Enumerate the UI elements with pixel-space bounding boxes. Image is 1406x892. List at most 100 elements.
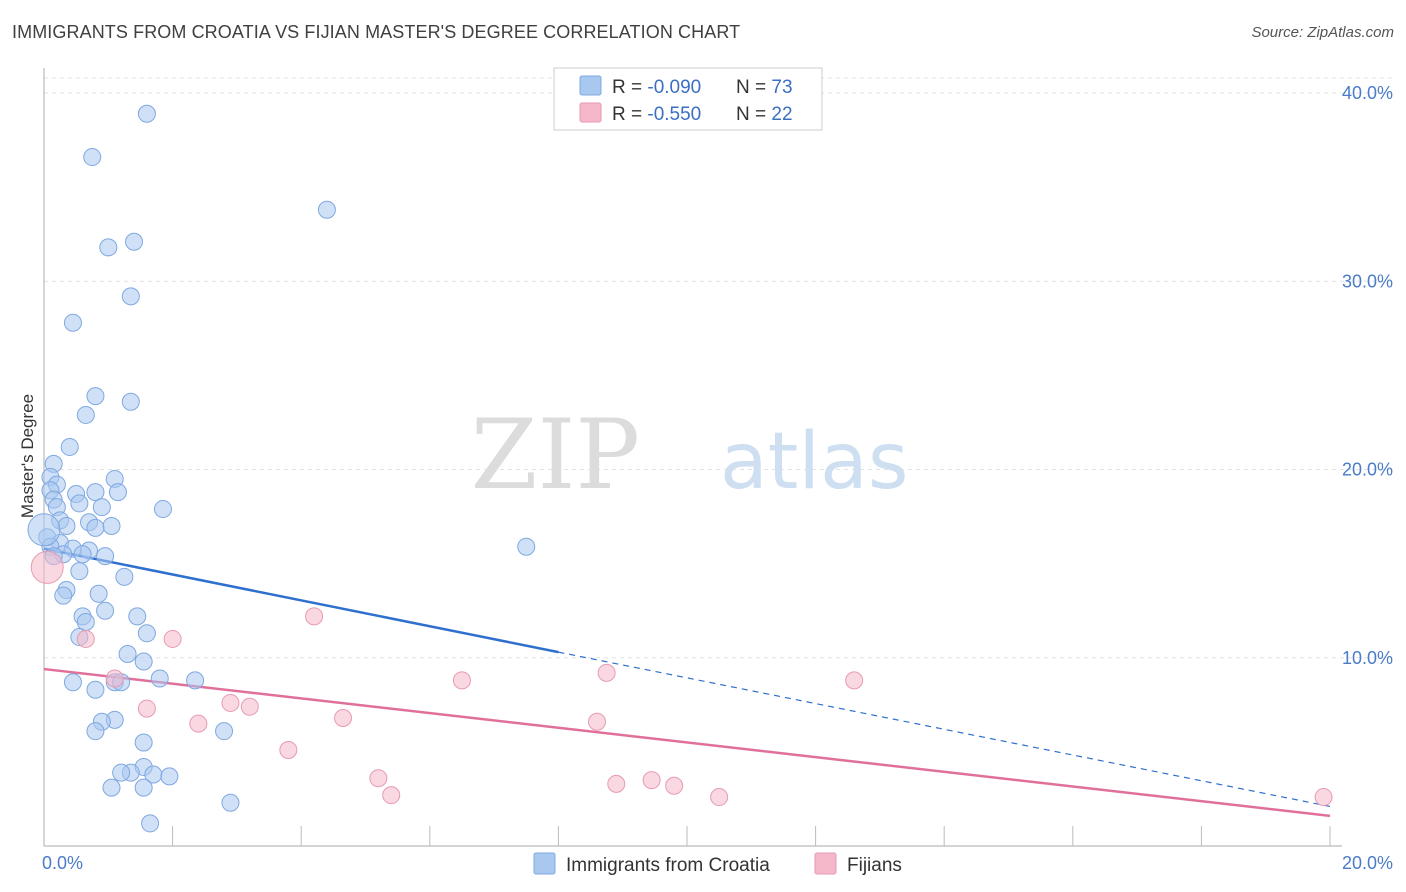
- legend-n-croatia: N = 73: [736, 77, 793, 98]
- croatia-point: [70, 494, 89, 513]
- croatia-point: [102, 517, 121, 535]
- croatia-point: [137, 104, 156, 123]
- bottom-legend-swatch-croatia: [533, 852, 556, 875]
- croatia-point: [86, 680, 105, 699]
- legend-swatch-croatia: [579, 75, 602, 96]
- y-axis-label: Master's Degree: [18, 394, 37, 518]
- croatia-point: [317, 200, 336, 219]
- croatia-point: [160, 767, 179, 786]
- fijian-point: [137, 699, 156, 718]
- y-tick-label: 30.0%: [1342, 271, 1393, 291]
- bottom-legend-label-fijians: Fijians: [847, 855, 902, 876]
- croatia-point: [63, 313, 82, 332]
- croatia-point: [112, 763, 131, 782]
- croatia-point: [57, 517, 76, 535]
- fijian-point: [240, 697, 259, 716]
- fijian-point: [845, 671, 864, 690]
- croatia-point: [121, 392, 140, 411]
- croatia-point: [96, 547, 115, 566]
- trend-lines: [43, 547, 1331, 818]
- legend-r-value-fijians: -0.550: [647, 104, 701, 125]
- fijian-point: [333, 709, 352, 727]
- croatia-point: [221, 793, 240, 812]
- croatia-point: [102, 778, 121, 797]
- bottom-legend: Immigrants from Croatia Fijians: [533, 852, 902, 876]
- legend-r-label-croatia: R =: [612, 77, 647, 98]
- fijian-point: [642, 771, 661, 790]
- croatia-point: [186, 671, 205, 690]
- fijian-point: [665, 776, 684, 795]
- fijian-point: [587, 712, 606, 731]
- x-tick-label: 0.0%: [42, 853, 83, 873]
- croatia-point: [137, 624, 156, 643]
- fijian-trend-line: [43, 667, 1331, 818]
- scatter-points: [27, 104, 1333, 833]
- croatia-point: [108, 483, 127, 502]
- legend-n-value-croatia: 73: [771, 77, 792, 98]
- fijian-point: [189, 714, 208, 733]
- croatia-point: [125, 232, 144, 251]
- fijian-point: [305, 607, 324, 626]
- fijian-point: [30, 550, 64, 584]
- bottom-legend-label-croatia: Immigrants from Croatia: [566, 855, 770, 876]
- croatia-point: [86, 518, 105, 537]
- fijian-point: [279, 741, 298, 759]
- fijian-point: [607, 774, 626, 793]
- croatia-point: [96, 601, 115, 620]
- fijian-point: [105, 669, 124, 688]
- x-tick-label: 20.0%: [1342, 853, 1393, 873]
- croatia-point: [54, 586, 73, 605]
- croatia-point: [134, 733, 153, 752]
- fijian-point: [382, 786, 401, 805]
- croatia-point: [86, 483, 105, 502]
- legend-n-label-fijians: N =: [736, 104, 771, 125]
- watermark-atlas: atlas: [720, 417, 909, 507]
- croatia-point: [89, 584, 108, 603]
- croatia-point: [99, 238, 118, 257]
- croatia-point: [141, 814, 160, 833]
- y-tick-label: 20.0%: [1342, 460, 1393, 480]
- legend-n-label-croatia: N =: [736, 77, 771, 98]
- croatia-point: [134, 778, 153, 797]
- croatia-point: [92, 498, 111, 517]
- croatia-point: [76, 405, 95, 424]
- croatia-point: [86, 387, 105, 406]
- croatia-point: [150, 669, 169, 688]
- croatia-point: [76, 613, 95, 631]
- croatia-point: [128, 607, 147, 626]
- fijian-point: [76, 629, 95, 648]
- fijian-point: [163, 629, 182, 648]
- bottom-legend-swatch-fijians: [814, 852, 837, 875]
- legend-row-croatia: R = -0.090: [612, 77, 701, 98]
- fijian-point: [452, 671, 471, 690]
- x-tick-labels: 0.0% 20.0%: [42, 853, 1393, 873]
- croatia-point: [86, 722, 105, 741]
- legend-n-fijians: N = 22: [736, 104, 793, 125]
- croatia-point: [60, 437, 79, 456]
- legend-r-label-fijians: R =: [612, 104, 647, 125]
- croatia-point: [73, 545, 92, 564]
- legend-n-value-fijians: 22: [771, 104, 792, 125]
- croatia-point: [70, 562, 89, 581]
- croatia-point: [134, 652, 153, 671]
- watermark-zip: ZIP: [471, 399, 640, 511]
- croatia-trend-line: [43, 547, 559, 654]
- fijian-point: [597, 663, 616, 682]
- fijian-point: [221, 693, 240, 712]
- fijian-point: [369, 769, 388, 788]
- croatia-point: [517, 537, 536, 556]
- chart-title: IMMIGRANTS FROM CROATIA VS FIJIAN MASTER…: [12, 22, 741, 42]
- legend-swatch-fijians: [579, 102, 602, 123]
- y-tick-label: 10.0%: [1342, 648, 1393, 668]
- legend: R = -0.090 N = 73 R = -0.550 N = 22: [553, 67, 823, 131]
- croatia-point: [215, 722, 234, 741]
- croatia-point: [121, 287, 140, 306]
- y-tick-label: 40.0%: [1342, 83, 1393, 103]
- gridlines: [44, 77, 1395, 659]
- source-label: Source: ZipAtlas.com: [1251, 24, 1394, 41]
- y-tick-labels: 10.0% 20.0% 30.0% 40.0%: [1342, 83, 1393, 668]
- fijian-point: [1314, 788, 1333, 807]
- croatia-point: [118, 645, 137, 663]
- x-minor-ticks: [43, 826, 1331, 846]
